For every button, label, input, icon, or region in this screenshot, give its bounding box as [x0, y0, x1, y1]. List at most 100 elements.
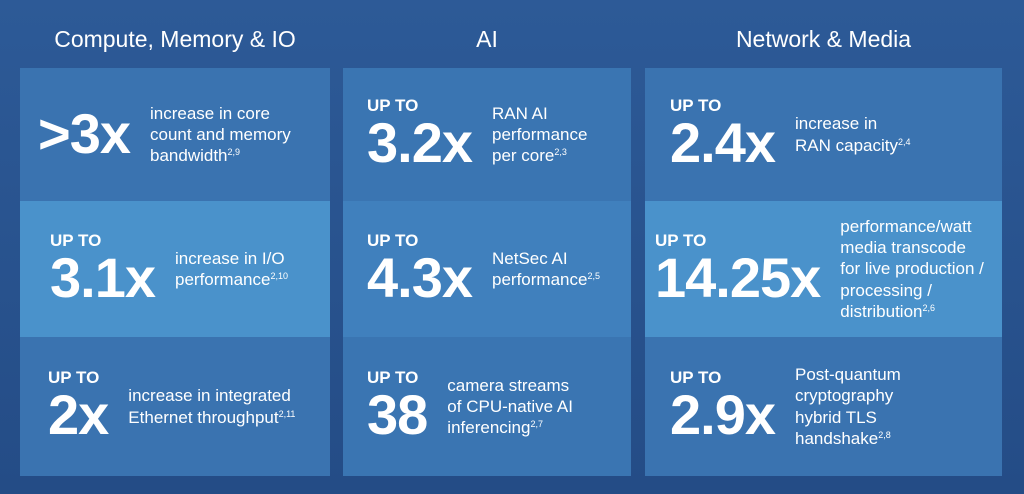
footnote-ref: 2,6 [922, 302, 936, 313]
description-text: Post-quantum [795, 365, 901, 384]
description-line: increase in integrated [128, 385, 295, 406]
description-line: bandwidth2,9 [150, 145, 291, 166]
footnote-ref: 2,10 [270, 271, 288, 281]
description-text: NetSec AI [492, 248, 568, 268]
description-line: performance2,5 [492, 269, 600, 290]
description-line: increase in [795, 113, 911, 134]
description-text: hybrid TLS [795, 407, 877, 427]
description: Post-quantum cryptography hybrid TLS handsh… [795, 364, 901, 449]
footnote-ref: 2,8 [878, 429, 891, 440]
column-title: Compute, Memory & IO [54, 26, 296, 52]
description-text: of CPU-native AI [447, 396, 573, 416]
description-line: inferencing2,7 [447, 417, 573, 438]
stat: UP TO 14.25x [655, 230, 821, 309]
stat-value: 3.2x [367, 111, 473, 175]
description-line: RAN AI [492, 103, 587, 124]
description-line: camera streams [447, 375, 573, 396]
description-text: processing / [840, 280, 932, 300]
description-line: processing / [840, 280, 984, 301]
description-text: increase in integrated [128, 386, 291, 406]
description: RAN AI performance per core2,3 [492, 103, 587, 167]
description: performance/watt media transcode for live … [840, 216, 984, 322]
prefix: UP TO [367, 368, 419, 388]
prefix: UP TO [367, 96, 419, 116]
stat-card: UP TO 2x increase in integrated Ethernet th… [20, 337, 330, 476]
stat: UP TO 2x [48, 368, 109, 447]
description-text: per core [492, 146, 555, 166]
description-line: Ethernet throughput2,11 [128, 407, 295, 428]
column: AI UP TO 3.2x RAN AI performance per core2,3 U… [343, 0, 631, 494]
description-text: count and memory [150, 124, 291, 144]
column-title: Network & Media [735, 26, 912, 52]
description: increase in I/O performance2,10 [175, 248, 288, 291]
description: increase in integrated Ethernet throughpu… [128, 385, 295, 428]
stat-card: >3x increase in core count and memory bandw… [20, 68, 330, 201]
stat-card: UP TO 4.3x NetSec AI performance2,5 [343, 201, 631, 337]
column-title: AI [476, 26, 498, 52]
stat: UP TO 3.1x [50, 230, 156, 309]
description: NetSec AI performance2,5 [492, 248, 600, 291]
description-text: distribution [840, 301, 923, 321]
stat: >3x [38, 102, 131, 166]
description-text: increase in [795, 114, 878, 134]
prefix: UP TO [670, 96, 722, 116]
description-text: handshake [795, 428, 879, 448]
stat-card: UP TO 2.4x increase in RAN capacity2,4 [645, 68, 1002, 201]
description-line: performance2,10 [175, 269, 288, 290]
description-text: increase in I/O [175, 248, 285, 268]
description-line: of CPU-native AI [447, 396, 573, 417]
description-line: NetSec AI [492, 248, 600, 269]
description-line: per core2,3 [492, 145, 587, 166]
stat-card: UP TO 14.25x performance/watt media transco… [645, 201, 1002, 337]
description-line: Post-quantum [795, 364, 901, 385]
stat: UP TO 2.4x [670, 96, 776, 175]
description-line: increase in core [150, 103, 291, 124]
description-text: increase in core [150, 103, 271, 123]
description-line: distribution2,6 [840, 301, 984, 322]
description-line: performance [492, 124, 587, 145]
description-text: cryptography [795, 386, 894, 406]
footnote-ref: 2,11 [278, 408, 296, 419]
stat: UP TO 2.9x [670, 368, 776, 447]
footnote-ref: 2,7 [530, 419, 543, 430]
description-line: RAN capacity2,4 [795, 135, 911, 156]
footnote-ref: 2,4 [897, 136, 911, 147]
description-text: RAN capacity [795, 135, 898, 155]
stat-value: 14.25x [655, 245, 821, 309]
stat-card: UP TO 38 camera streams of CPU-native AI inf… [343, 337, 631, 476]
description-text: performance [175, 270, 271, 289]
description-line: cryptography [795, 385, 901, 406]
description-line: media transcode [840, 237, 984, 258]
footnote-ref: 2,9 [227, 147, 241, 158]
description-text: media transcode [840, 238, 966, 258]
description-text: performance [492, 270, 588, 289]
description-line: for live production / [840, 258, 984, 279]
stat-value: 2x [48, 383, 109, 447]
description-text: for live production / [840, 259, 984, 279]
description-text: bandwidth [150, 146, 228, 166]
stat-value: >3x [38, 102, 131, 166]
prefix: UP TO [367, 230, 419, 250]
stat-value: 2.4x [670, 111, 776, 175]
description-line: increase in I/O [175, 248, 288, 269]
description-line: count and memory [150, 124, 291, 145]
stat-value: 4.3x [367, 245, 473, 309]
description-line: hybrid TLS [795, 407, 901, 428]
description-text: camera streams [447, 375, 570, 395]
stat-value: 2.9x [670, 383, 776, 447]
description-text: performance [492, 124, 588, 144]
stat-value: 38 [367, 383, 428, 447]
stat-value: 3.1x [50, 245, 156, 309]
prefix: UP TO [655, 230, 707, 250]
description-line: performance/watt [840, 216, 984, 237]
prefix: UP TO [48, 368, 100, 388]
footnote-ref: 2,5 [587, 271, 600, 281]
prefix: UP TO [50, 230, 102, 250]
stat: UP TO 38 [367, 368, 428, 447]
footnote-ref: 2,3 [554, 147, 567, 158]
stat: UP TO 3.2x [367, 96, 473, 175]
stat-card: UP TO 3.1x increase in I/O performance2,10 [20, 201, 330, 337]
column: Compute, Memory & IO >3x increase in core c… [20, 0, 330, 494]
stat-card: UP TO 3.2x RAN AI performance per core2,3 [343, 68, 631, 201]
